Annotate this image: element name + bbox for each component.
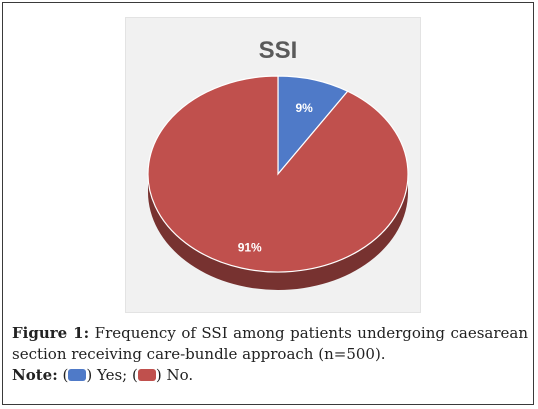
data-label-no: 91%	[238, 240, 262, 254]
chart-area: SSI 9% 91%	[125, 17, 421, 313]
chart-title: SSI	[259, 37, 298, 64]
figure-label: Figure 1:	[12, 324, 90, 342]
data-label-yes: 9%	[295, 101, 313, 115]
pie-slice-no	[147, 75, 409, 273]
legend-text-yes: ) Yes; (	[86, 366, 138, 384]
legend-swatch-yes	[68, 369, 87, 381]
legend-swatch-no	[137, 369, 156, 381]
figure-frame: SSI 9% 91% Figure 1: Frequency of SSI amon…	[2, 2, 534, 405]
note-label: Note:	[12, 366, 58, 384]
figure-text: Frequency of SSI among patients undergoi…	[12, 324, 528, 363]
legend-text-no: ) No.	[155, 366, 194, 384]
figure-caption: Figure 1: Frequency of SSI among patient…	[12, 323, 528, 386]
note-open: (	[62, 366, 69, 384]
pie-chart: SSI 9% 91%	[147, 37, 409, 290]
pie-side-no	[148, 174, 408, 290]
